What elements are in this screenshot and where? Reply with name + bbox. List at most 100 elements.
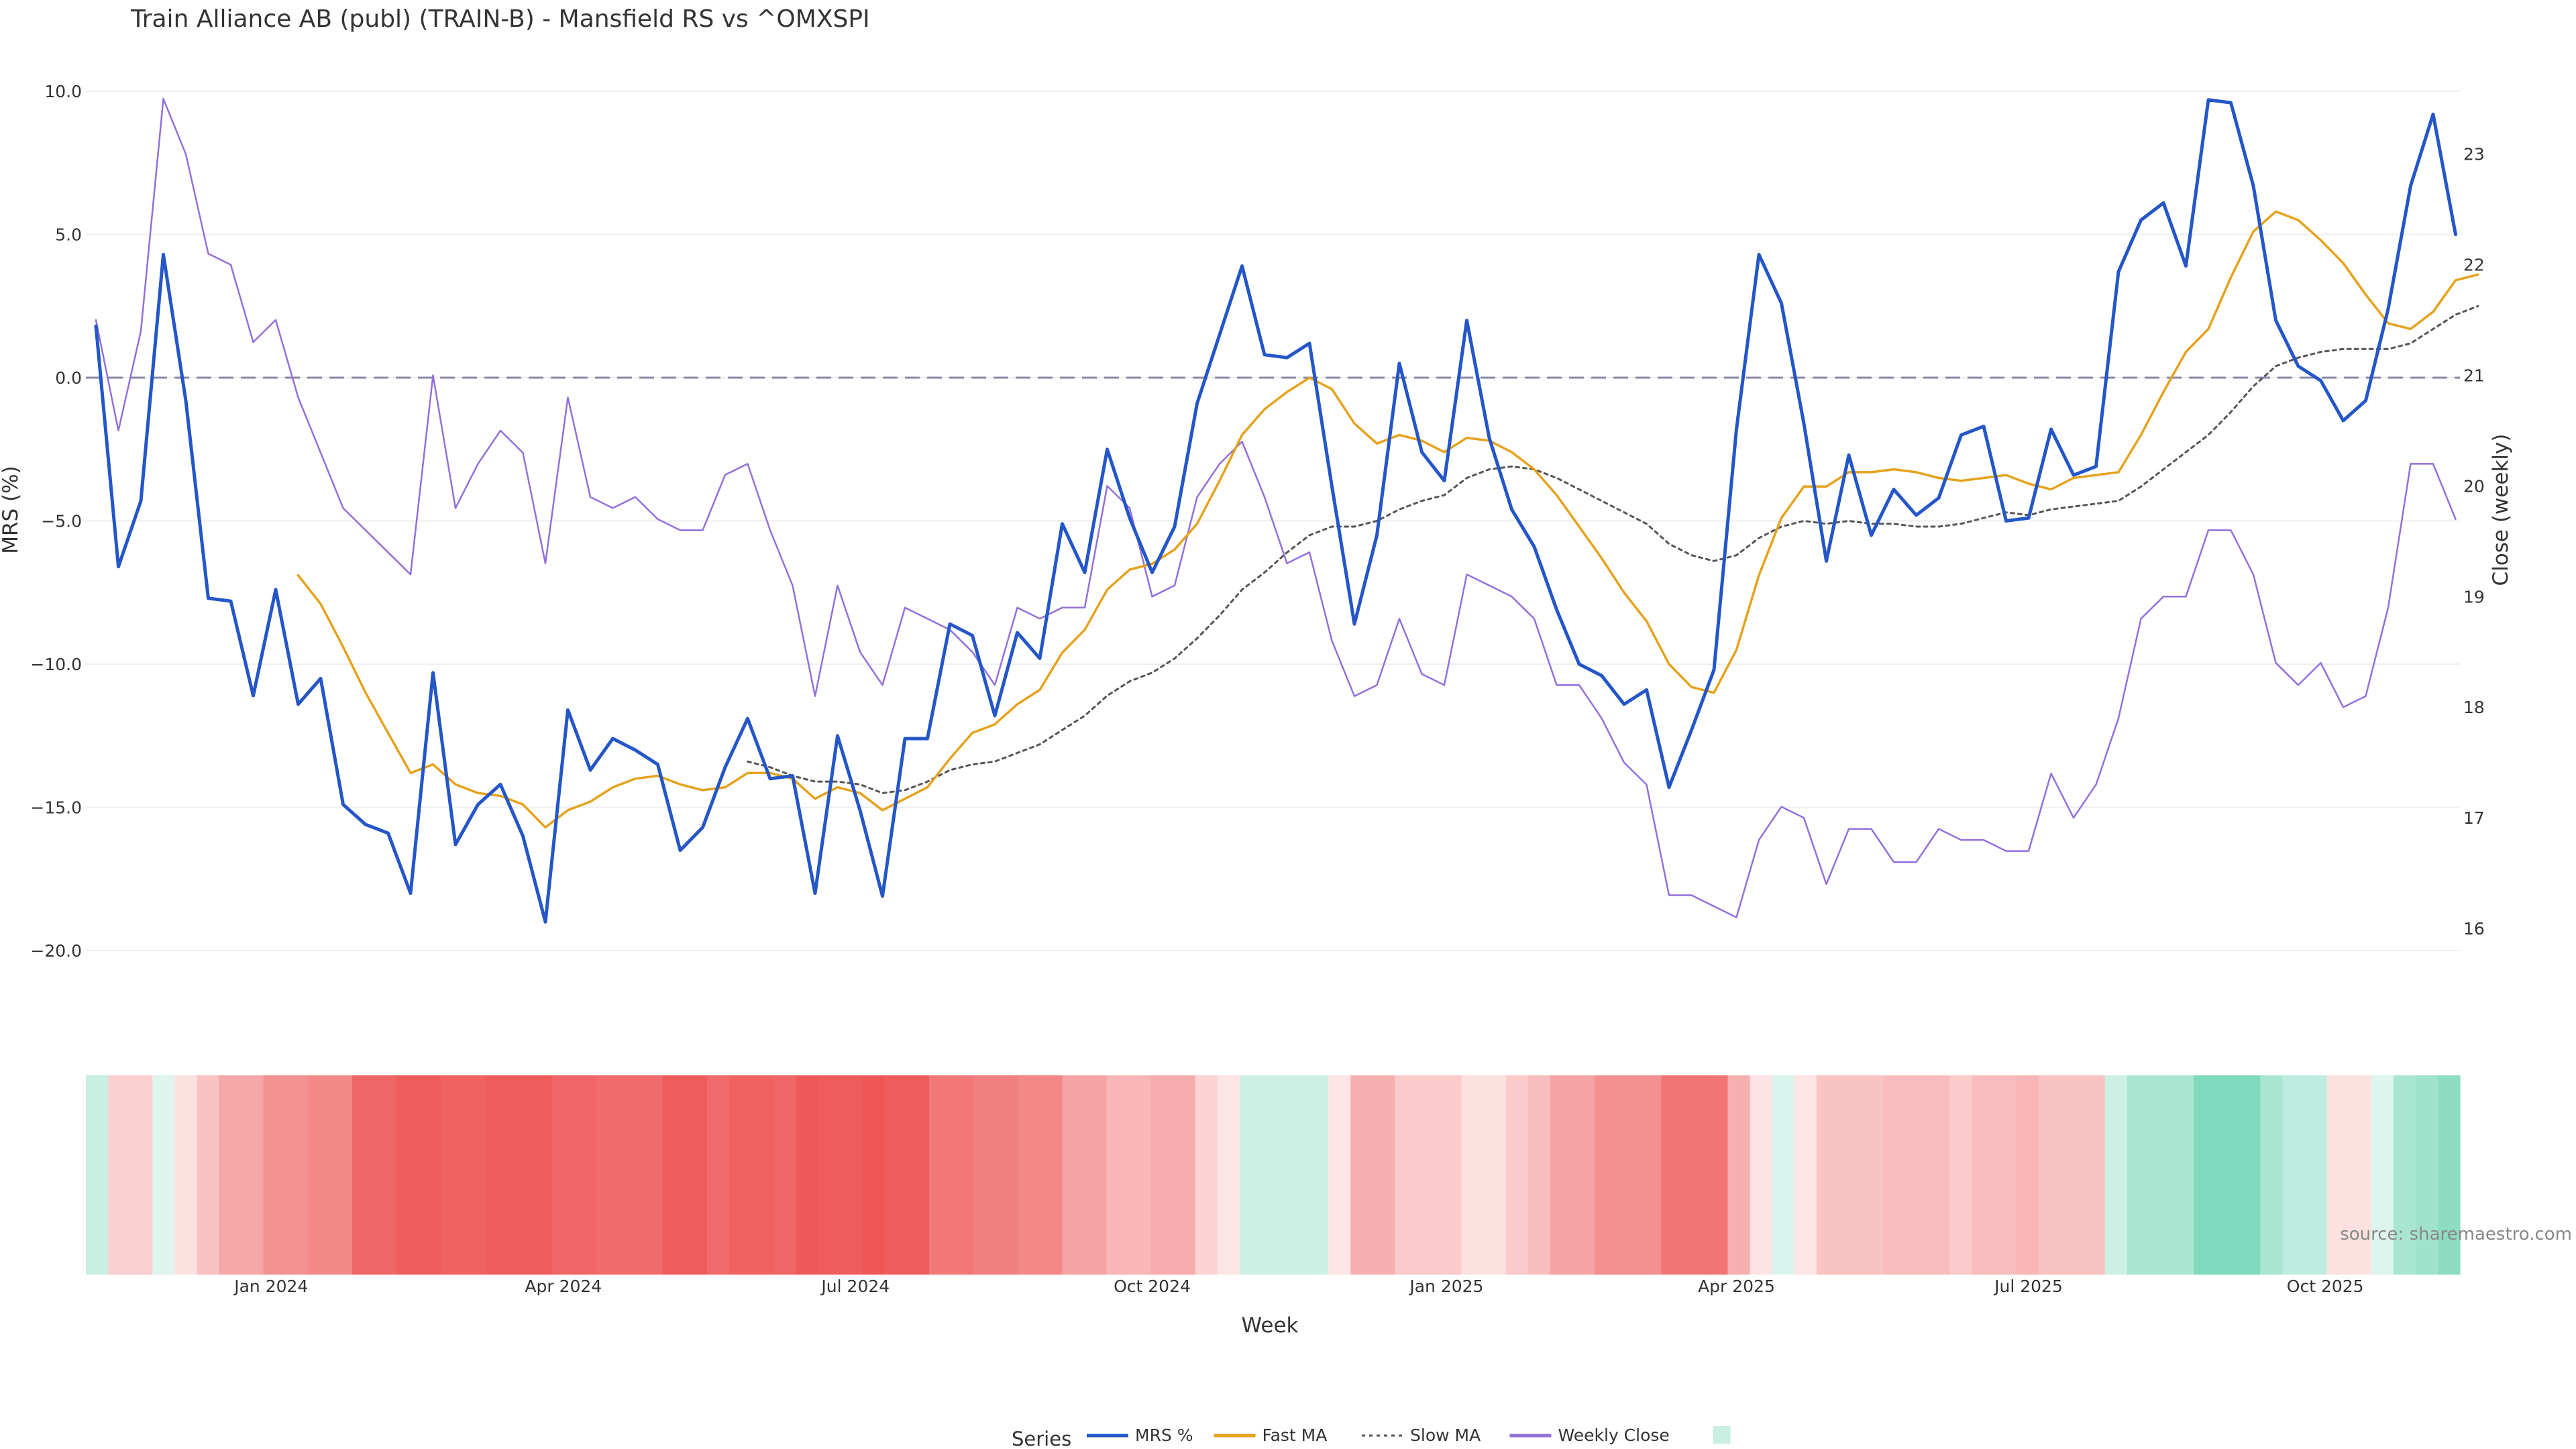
series-layer xyxy=(94,98,2479,924)
heatmap-cell xyxy=(1750,1075,1773,1275)
heatmap-cell xyxy=(1705,1075,1729,1275)
heatmap-cell xyxy=(1572,1075,1595,1275)
right-tick-label: 20 xyxy=(2463,476,2485,496)
heatmap-cell xyxy=(2038,1075,2061,1275)
heatmap-cell xyxy=(574,1075,597,1275)
heatmap-cell xyxy=(2437,1075,2461,1275)
heatmap-cell xyxy=(2238,1075,2261,1275)
heatmap-cell xyxy=(2282,1075,2306,1275)
x-tick-label: Apr 2024 xyxy=(525,1277,602,1296)
heatmap-cell xyxy=(840,1075,863,1275)
heatmap-cell xyxy=(2415,1075,2438,1275)
heatmap-cell xyxy=(1772,1075,1795,1275)
heatmap-cell xyxy=(796,1075,819,1275)
heatmap-cell xyxy=(906,1075,930,1275)
heatmap-cell xyxy=(1306,1075,1329,1275)
heatmap-cell xyxy=(2260,1075,2283,1275)
heatmap-cell xyxy=(1550,1075,1573,1275)
right-axis-ticks: 23 22 21 20 19 18 17 16 xyxy=(2463,145,2485,938)
x-tick-label: Jul 2024 xyxy=(820,1277,890,1296)
heatmap-cell xyxy=(1173,1075,1196,1275)
heatmap-cell xyxy=(1373,1075,1396,1275)
heatmap-cell xyxy=(1483,1075,1507,1275)
heatmap-cell xyxy=(1395,1075,1418,1275)
x-tick-label: Jan 2024 xyxy=(233,1277,308,1296)
source-credit: source: sharemaestro.com xyxy=(2340,1224,2572,1244)
heatmap-cell xyxy=(1994,1075,2017,1275)
left-axis-ticks: 10.0 5.0 0.0 −5.0 −10.0 −15.0 −20.0 xyxy=(30,82,82,961)
left-tick-label: −5.0 xyxy=(41,512,82,531)
heatmap-cell xyxy=(1949,1075,1972,1275)
heatmap-cell xyxy=(197,1075,220,1275)
heatmap-cell xyxy=(108,1075,131,1275)
heatmap-cell xyxy=(1150,1075,1174,1275)
right-axis-label: Close (weekly) xyxy=(2489,434,2513,586)
heatmap-cell xyxy=(352,1075,375,1275)
heatmap-cell xyxy=(1727,1075,1751,1275)
heatmap-cell xyxy=(1816,1075,1839,1275)
heatmap-cell xyxy=(1683,1075,1707,1275)
heatmap-cell xyxy=(928,1075,952,1275)
heatmap-cell xyxy=(507,1075,531,1275)
heatmap-cell xyxy=(86,1075,109,1275)
left-tick-label: 5.0 xyxy=(55,225,82,245)
heatmap-cell xyxy=(862,1075,885,1275)
heatmap-cell xyxy=(996,1075,1018,1275)
right-tick-label: 22 xyxy=(2463,256,2485,275)
heatmap-cell xyxy=(551,1075,575,1275)
series-line-mrs xyxy=(94,98,2457,924)
heatmap-band xyxy=(86,1075,2461,1275)
heatmap-cell xyxy=(419,1075,441,1275)
series-line-slow-ma xyxy=(747,305,2479,794)
heatmap-cell xyxy=(307,1075,331,1275)
right-tick-label: 19 xyxy=(2463,587,2485,606)
heatmap-cell xyxy=(1217,1075,1240,1275)
heatmap-cell xyxy=(1018,1075,1040,1275)
x-axis-ticks: Jan 2024 Apr 2024 Jul 2024 Oct 2024 Jan 2025… xyxy=(233,1277,2363,1296)
heatmap-cell xyxy=(1062,1075,1085,1275)
heatmap-cell xyxy=(640,1075,663,1275)
heatmap-cell xyxy=(2127,1075,2150,1275)
heatmap-cell xyxy=(618,1075,641,1275)
heatmap-cell xyxy=(662,1075,686,1275)
heatmap-cell xyxy=(1084,1075,1108,1275)
left-axis-label: MRS (%) xyxy=(0,466,23,553)
heatmap-cell xyxy=(2104,1075,2128,1275)
x-tick-label: Apr 2025 xyxy=(1698,1277,1775,1296)
heatmap-cell xyxy=(241,1075,264,1275)
heatmap-cell xyxy=(1350,1075,1373,1275)
heatmap-cell xyxy=(374,1075,397,1275)
heatmap-cell xyxy=(1972,1075,1995,1275)
x-tick-label: Jul 2025 xyxy=(1993,1277,2063,1296)
heatmap-cell xyxy=(2393,1075,2416,1275)
heatmap-cell xyxy=(2371,1075,2394,1275)
left-tick-label: −20.0 xyxy=(30,941,82,961)
heatmap-cell xyxy=(1195,1075,1218,1275)
heatmap-cell xyxy=(707,1075,730,1275)
heatmap-cell xyxy=(1439,1075,1462,1275)
heatmap-cell xyxy=(973,1075,996,1275)
heatmap-cell xyxy=(463,1075,486,1275)
heatmap-cell xyxy=(174,1075,197,1275)
left-tick-label: 0.0 xyxy=(55,368,82,388)
heatmap-cell xyxy=(1328,1075,1351,1275)
x-axis-label: Week xyxy=(1242,1313,1299,1338)
right-tick-label: 23 xyxy=(2463,145,2485,164)
heatmap-cell xyxy=(1883,1075,1906,1275)
heatmap-cell xyxy=(263,1075,286,1275)
heatmap-cell xyxy=(1905,1075,1928,1275)
heatmap-cell xyxy=(441,1075,464,1275)
legend-label: Slow MA xyxy=(1410,1426,1481,1445)
heatmap-cell xyxy=(285,1075,309,1275)
heatmap-cell xyxy=(2326,1075,2350,1275)
heatmap-cell xyxy=(1040,1075,1063,1275)
heatmap-cell xyxy=(2194,1075,2216,1275)
heatmap-cell xyxy=(219,1075,242,1275)
heatmap-cell xyxy=(729,1075,752,1275)
heatmap-cell xyxy=(2171,1075,2194,1275)
heatmap-cell xyxy=(1128,1075,1152,1275)
heatmap-cell xyxy=(2216,1075,2239,1275)
heatmap-cell xyxy=(818,1075,841,1275)
heatmap-cell xyxy=(1639,1075,1662,1275)
heatmap-cell xyxy=(1860,1075,1884,1275)
